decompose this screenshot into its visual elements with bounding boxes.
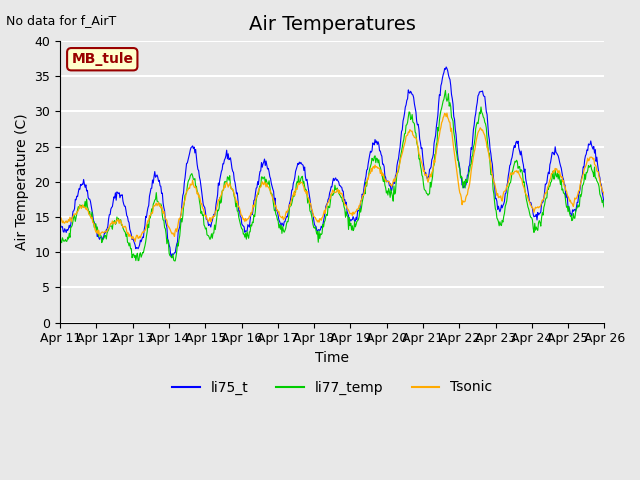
li77_temp xyxy=(56,232,64,238)
Tsonic xyxy=(131,239,139,244)
li75_t xyxy=(415,126,423,132)
Text: MB_tule: MB_tule xyxy=(71,52,133,66)
li77_temp xyxy=(178,219,186,225)
li75_t xyxy=(168,253,175,259)
li77_temp xyxy=(122,234,130,240)
Title: Air Temperatures: Air Temperatures xyxy=(249,15,416,34)
Text: No data for f_AirT: No data for f_AirT xyxy=(6,14,116,27)
li77_temp xyxy=(171,258,179,264)
li75_t xyxy=(56,220,64,226)
li75_t xyxy=(442,64,450,70)
Tsonic xyxy=(443,110,451,116)
Tsonic xyxy=(122,225,130,231)
Tsonic xyxy=(66,215,74,220)
Y-axis label: Air Temperature (C): Air Temperature (C) xyxy=(15,114,29,250)
Tsonic xyxy=(600,192,608,198)
li75_t xyxy=(66,225,74,230)
Tsonic xyxy=(399,147,407,153)
li75_t xyxy=(178,200,186,206)
li75_t xyxy=(600,201,608,206)
li75_t xyxy=(122,208,130,214)
Legend: li75_t, li77_temp, Tsonic: li75_t, li77_temp, Tsonic xyxy=(166,375,498,400)
li77_temp xyxy=(442,87,449,93)
li75_t xyxy=(207,224,214,230)
Line: li75_t: li75_t xyxy=(60,67,604,256)
Line: Tsonic: Tsonic xyxy=(60,113,604,241)
Line: li77_temp: li77_temp xyxy=(60,90,604,261)
Tsonic xyxy=(207,219,214,225)
Tsonic xyxy=(56,215,64,220)
li75_t xyxy=(399,118,407,124)
X-axis label: Time: Time xyxy=(316,351,349,365)
li77_temp xyxy=(207,234,214,240)
li77_temp xyxy=(600,205,608,211)
Tsonic xyxy=(178,205,186,211)
li77_temp xyxy=(415,156,423,162)
li77_temp xyxy=(66,235,74,240)
Tsonic xyxy=(415,151,423,157)
li77_temp xyxy=(399,140,407,145)
